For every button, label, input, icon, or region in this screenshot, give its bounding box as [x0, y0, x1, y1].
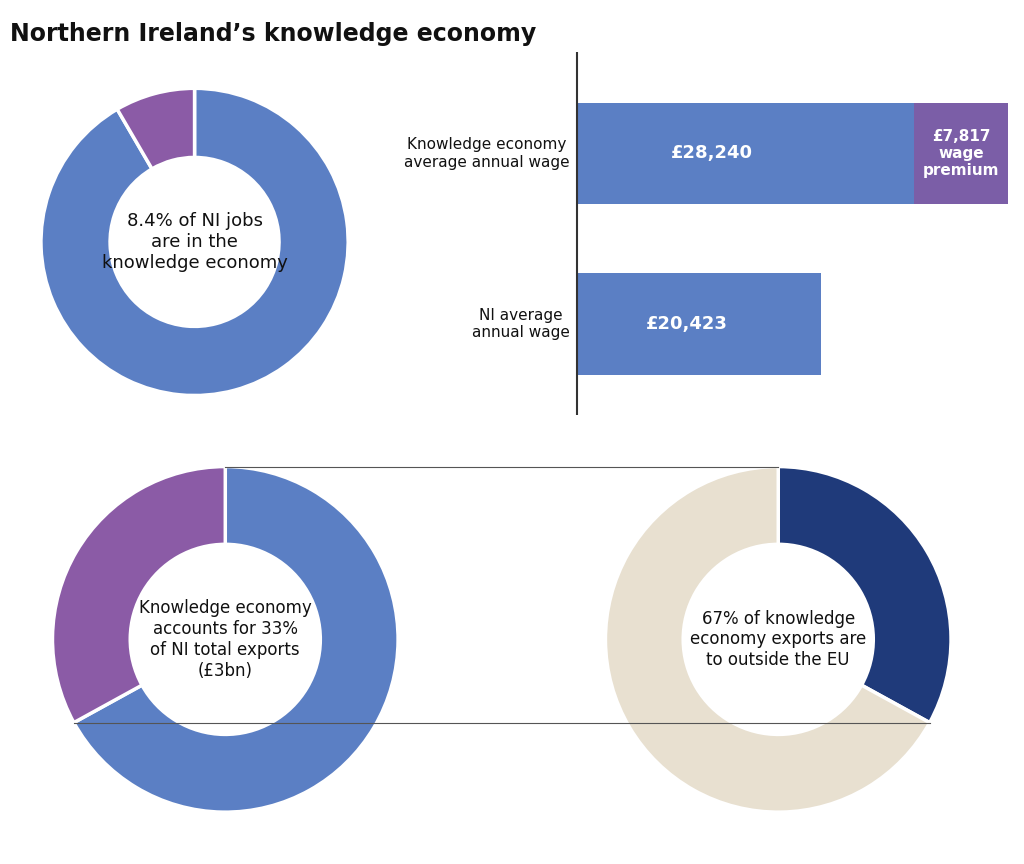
Text: 8.4% of NI jobs
are in the
knowledge economy: 8.4% of NI jobs are in the knowledge eco… [101, 213, 288, 271]
Wedge shape [52, 467, 225, 722]
Bar [577, 103, 914, 204]
Text: £28,240: £28,240 [671, 144, 753, 162]
Text: £20,423: £20,423 [646, 315, 728, 333]
Text: Knowledge economy
accounts for 33%
of NI total exports
(£3bn): Knowledge economy accounts for 33% of NI… [139, 599, 311, 680]
Wedge shape [41, 88, 348, 396]
Text: Northern Ireland’s knowledge economy: Northern Ireland’s knowledge economy [10, 22, 537, 46]
Wedge shape [117, 88, 195, 169]
Text: Knowledge economy
average annual wage: Knowledge economy average annual wage [404, 137, 569, 169]
Text: 67% of knowledge
economy exports are
to outside the EU: 67% of knowledge economy exports are to … [690, 610, 866, 669]
Text: £7,817
wage
premium: £7,817 wage premium [923, 129, 999, 178]
Wedge shape [778, 467, 951, 722]
Wedge shape [605, 467, 930, 812]
Text: NI average
annual wage: NI average annual wage [472, 308, 569, 340]
Wedge shape [74, 467, 398, 812]
Bar [914, 103, 1008, 204]
Bar [577, 273, 821, 375]
